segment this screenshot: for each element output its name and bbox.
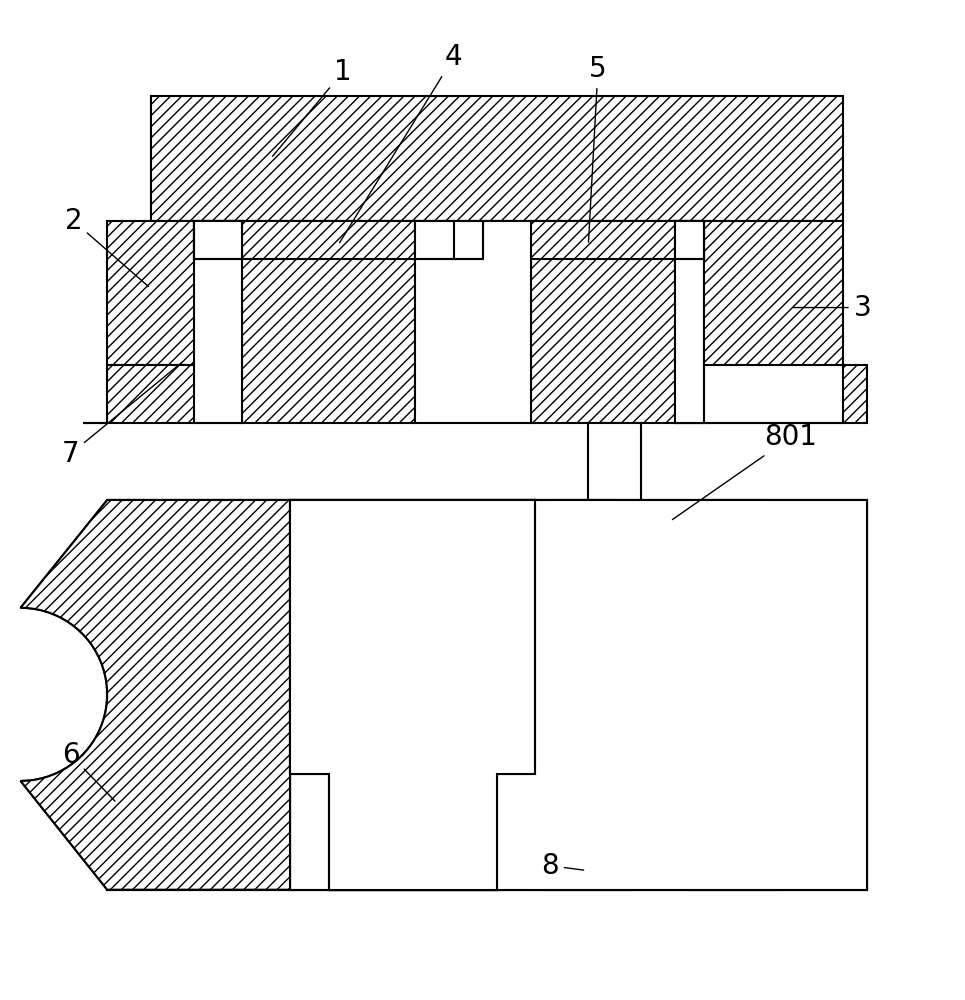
Bar: [703, 500, 761, 537]
Bar: [543, 844, 630, 890]
Bar: [589, 423, 642, 534]
Bar: [675, 221, 843, 365]
Text: 2: 2: [65, 207, 149, 286]
Text: 7: 7: [62, 362, 182, 468]
Bar: [558, 537, 616, 844]
Bar: [194, 221, 242, 259]
Bar: [689, 844, 776, 890]
Text: 801: 801: [673, 423, 817, 520]
Polygon shape: [20, 500, 290, 890]
Bar: [107, 221, 242, 365]
Polygon shape: [290, 500, 536, 890]
Polygon shape: [20, 500, 290, 890]
Bar: [703, 537, 761, 844]
Bar: [531, 221, 675, 423]
Bar: [415, 221, 531, 423]
Text: 5: 5: [589, 55, 607, 242]
Wedge shape: [589, 534, 642, 560]
Text: 8: 8: [541, 852, 584, 880]
Text: 6: 6: [62, 741, 115, 801]
Bar: [194, 221, 242, 423]
Bar: [675, 221, 703, 259]
Bar: [558, 500, 616, 537]
Text: 4: 4: [340, 43, 462, 243]
Bar: [107, 500, 868, 890]
Bar: [151, 96, 843, 221]
Polygon shape: [83, 365, 242, 423]
Polygon shape: [290, 500, 536, 890]
Bar: [242, 221, 415, 423]
Bar: [107, 500, 868, 890]
Polygon shape: [290, 500, 536, 890]
Bar: [415, 221, 482, 259]
Bar: [194, 221, 454, 259]
Bar: [536, 500, 868, 890]
Text: 1: 1: [272, 58, 352, 156]
Text: 3: 3: [793, 294, 871, 322]
Bar: [675, 221, 703, 423]
Polygon shape: [675, 365, 868, 423]
Bar: [290, 500, 536, 890]
Polygon shape: [290, 500, 536, 890]
Bar: [482, 221, 703, 259]
